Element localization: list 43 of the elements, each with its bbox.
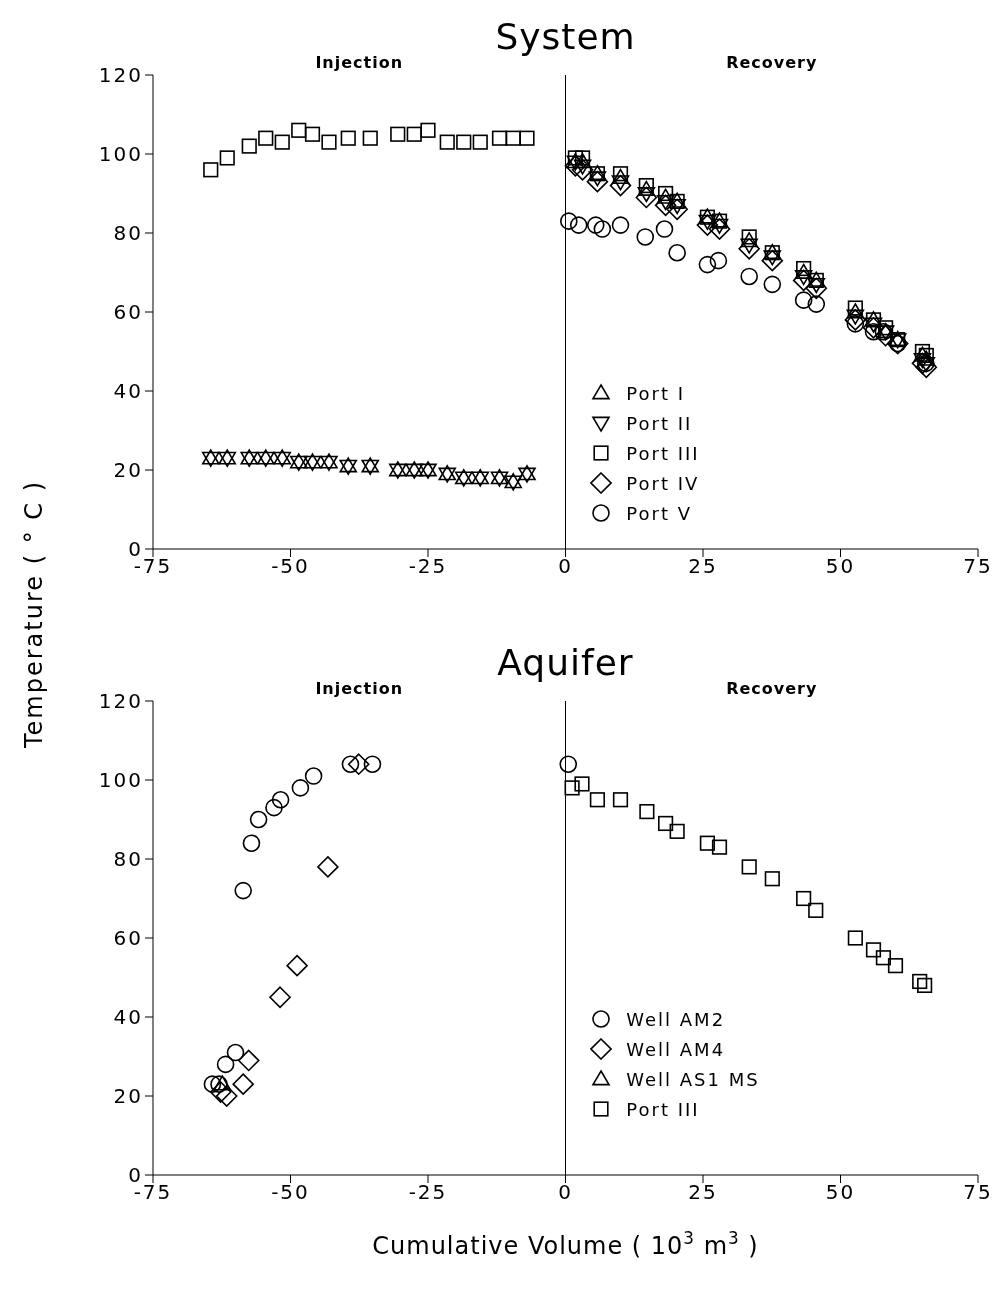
y-tick-label: 100	[98, 142, 143, 167]
x-tick-label: 50	[825, 1180, 856, 1205]
legend-label: Port IV	[626, 472, 700, 494]
legend-label: Well AM4	[626, 1038, 726, 1060]
x-tick-label: 0	[558, 554, 573, 579]
y-tick-label: 0	[128, 537, 143, 562]
text: Recovery	[725, 53, 819, 72]
y-tick-label: 0	[128, 1163, 143, 1188]
y-tick-label: 120	[98, 689, 143, 714]
chart-title: Aquifer	[497, 642, 634, 683]
x-tick-label: 25	[688, 554, 718, 579]
legend-label: Well AM2	[626, 1008, 726, 1030]
y-tick-label: 80	[113, 221, 143, 246]
y-axis-title: Temperature ( ° C )	[20, 479, 48, 750]
text: Injection	[314, 679, 405, 698]
x-tick-label: -50	[271, 1180, 310, 1205]
legend-label: Port III	[626, 442, 700, 464]
y-tick-label: 20	[113, 458, 143, 483]
legend-label: Port II	[626, 412, 693, 434]
text: Injection	[314, 53, 405, 72]
x-tick-label: 50	[825, 554, 856, 579]
x-tick-label: 25	[688, 1180, 718, 1205]
x-tick-label: -50	[271, 554, 310, 579]
x-tick-label: -25	[408, 554, 448, 579]
legend-label: Port III	[626, 1098, 700, 1120]
y-tick-label: 120	[98, 63, 143, 88]
x-tick-label: 75	[963, 554, 993, 579]
x-tick-label: 0	[558, 1180, 573, 1205]
x-tick-label: -25	[408, 1180, 448, 1205]
legend-label: Port V	[626, 502, 692, 524]
y-tick-label: 20	[113, 1084, 143, 1109]
chart-title: System	[495, 16, 636, 57]
text: Recovery	[725, 679, 819, 698]
y-tick-label: 40	[113, 1005, 143, 1030]
y-tick-label: 80	[113, 847, 143, 872]
legend-label: Well AS1 MS	[626, 1068, 760, 1090]
y-tick-label: 60	[113, 300, 143, 325]
legend-label: Port I	[626, 382, 685, 404]
x-tick-label: 75	[963, 1180, 993, 1205]
y-tick-label: 100	[98, 768, 143, 793]
x-axis-title: Cumulative Volume ( 10$^{3}$ m$^{3}$ )	[372, 1228, 759, 1260]
y-tick-label: 40	[113, 379, 143, 404]
y-tick-label: 60	[113, 926, 143, 951]
